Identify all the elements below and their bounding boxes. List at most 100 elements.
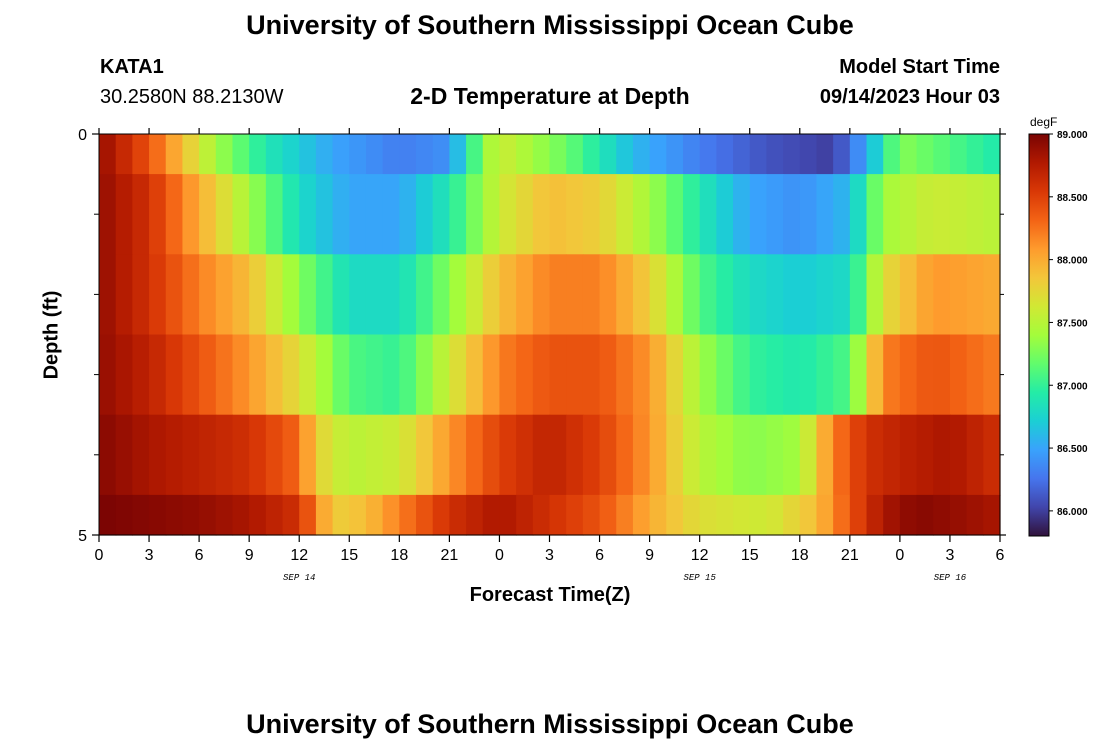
x-date-label: SEP 15 [683,573,716,583]
heatmap-cell [99,414,117,496]
heatmap-cell [616,414,634,496]
heatmap-cell [499,334,517,416]
x-axis-label: Forecast Time(Z) [469,584,631,606]
heatmap-cell [766,254,784,336]
x-tick-label: 12 [290,547,308,564]
heatmap-cell [866,334,884,416]
heatmap-cell [733,494,751,536]
heatmap-cell [599,174,617,255]
heatmap-cell [616,254,634,336]
heatmap-cell [899,174,918,255]
heatmap-cell [516,254,534,336]
heatmap-cell [983,174,1001,255]
heatmap-cell [115,494,133,536]
heatmap-cell [249,134,267,175]
heatmap-cell [983,134,1001,175]
heatmap-cell [799,334,818,416]
heatmap-cell [432,334,450,416]
heatmap-cell [916,134,934,175]
x-tick-label: 9 [645,547,654,564]
heatmap-cell [883,494,901,536]
heatmap-cell [149,134,167,175]
heatmap-cell [182,254,200,336]
heatmap-cell [833,254,851,336]
heatmap-cell [599,414,617,496]
heatmap-cell [466,414,484,496]
heatmap-cell [115,134,133,175]
heatmap-cell [182,414,200,496]
heatmap-cell [783,134,801,175]
heatmap-cell [833,174,851,255]
heatmap-cell [315,414,334,496]
heatmap-cell [849,334,868,416]
heatmap-cell [182,134,200,175]
heatmap-cell [816,494,834,536]
x-date-label: SEP 14 [283,573,315,583]
x-tick-label: 21 [841,547,859,564]
heatmap-cell [182,174,200,255]
heatmap-cell [516,174,534,255]
heatmap-cell [416,414,434,496]
heatmap-cell [666,494,684,536]
heatmap-cell [365,414,384,496]
heatmap-cell [883,414,901,496]
heatmap-cell [115,254,133,336]
heatmap-cell [532,334,551,416]
heatmap-cell [165,254,184,336]
x-date-label: SEP 16 [934,573,967,583]
x-tick-label: 6 [996,547,1005,564]
heatmap-cell [849,494,868,536]
heatmap-cell [532,254,551,336]
heatmap-cell [349,414,367,496]
heatmap-cell [365,134,384,175]
heatmap-cell [949,174,968,255]
heatmap-cell [849,134,868,175]
heatmap-cell [332,494,350,536]
colorbar-tick-label: 86.000 [1057,507,1088,518]
heatmap-cell [549,174,567,255]
heatmap-cell [482,174,501,255]
heatmap-cell [449,254,467,336]
heatmap-cell [699,174,717,255]
heatmap-cell [482,494,501,536]
heatmap-cell [866,134,884,175]
x-axis: 0 3 6 9 12 15 18 21 0 3 6 9 12 15 18 21 0 3 6 SEP 14 SEP 15 S… [95,128,1005,583]
heatmap-cell [499,254,517,336]
heatmap-cell [966,334,984,416]
heatmap-cell [799,494,818,536]
heatmap-cell [532,494,551,536]
heatmap-cell [482,334,501,416]
heatmap-cell [232,494,250,536]
heatmap-cell [716,254,734,336]
heatmap-cell [149,174,167,255]
heatmap-cell [149,254,167,336]
heatmap-cell [716,174,734,255]
heatmap-cell [165,414,184,496]
heatmap-cell [549,134,567,175]
heatmap-cell [866,254,884,336]
x-tick-label: 15 [340,547,358,564]
chart-subtitle: 2-D Temperature at Depth [410,83,690,109]
heatmap-cell [566,494,584,536]
heatmap-cell [99,174,117,255]
heatmap-cell [949,254,968,336]
heatmap-cell [315,254,334,336]
heatmap-cell [983,414,1001,496]
heatmap-cell [532,174,551,255]
heatmap-cell [382,494,400,536]
heatmap-cell [749,134,768,175]
heatmap-cell [649,174,667,255]
heatmap-cell [299,494,317,536]
heatmap-cell [649,494,667,536]
x-tick-label: 21 [440,547,458,564]
heatmap-cell [482,134,501,175]
heatmap-cell [132,174,150,255]
colorbar-tick-label: 88.000 [1057,256,1088,267]
heatmap-cell [816,334,834,416]
heatmap-cell [132,334,150,416]
heatmap-cell [616,134,634,175]
heatmap-cell [499,174,517,255]
heatmap-cell [299,414,317,496]
heatmap-cell [499,494,517,536]
